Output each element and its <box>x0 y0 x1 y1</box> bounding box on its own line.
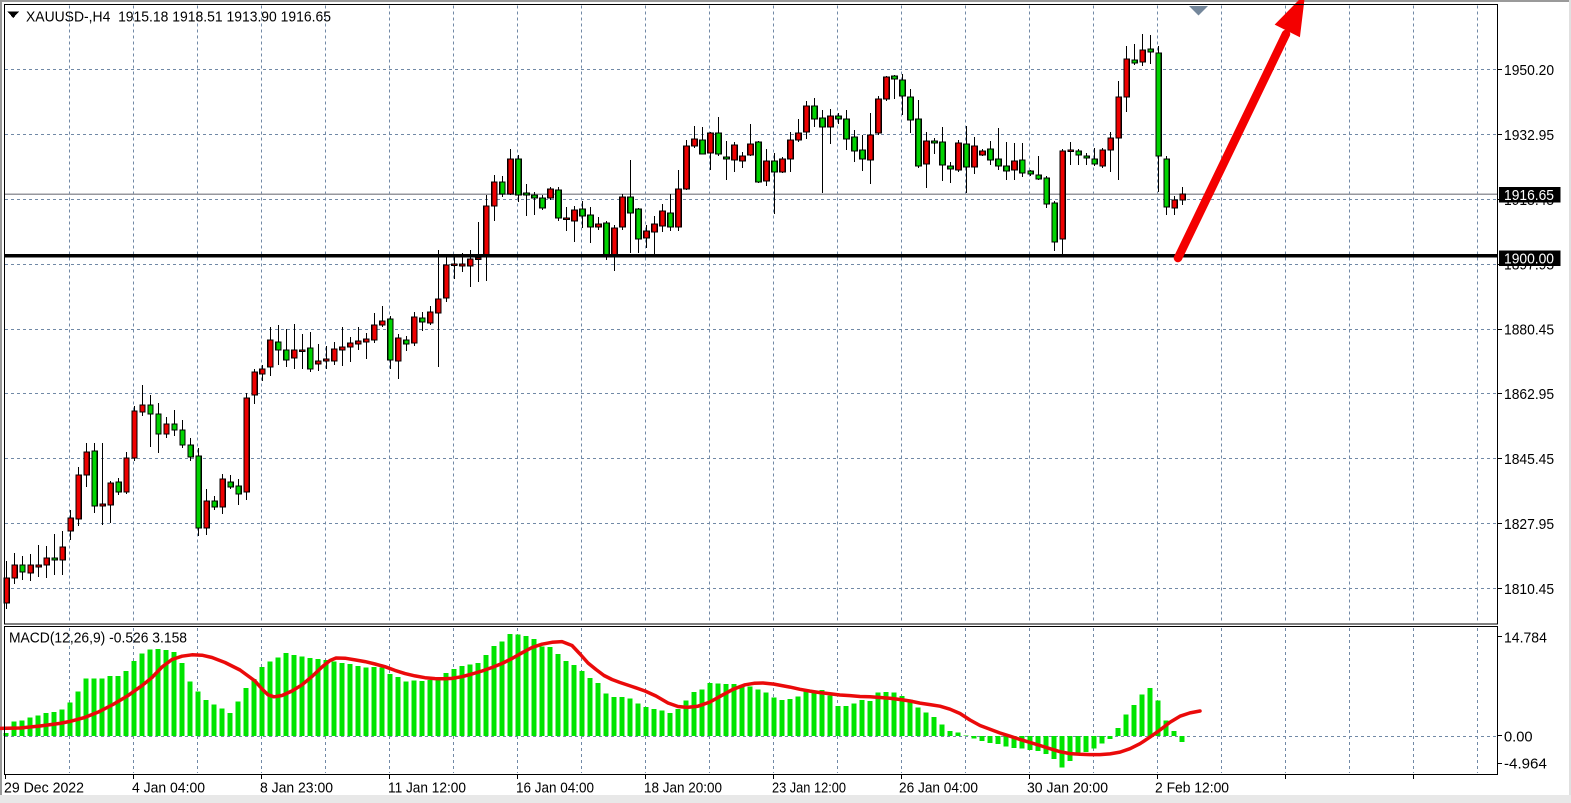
svg-text:4 Jan 04:00: 4 Jan 04:00 <box>132 780 205 797</box>
svg-text:-4.964: -4.964 <box>1504 755 1547 772</box>
svg-text:30 Jan 20:00: 30 Jan 20:00 <box>1027 780 1108 797</box>
svg-text:23 Jan 12:00: 23 Jan 12:00 <box>772 780 846 797</box>
svg-text:2 Feb 12:00: 2 Feb 12:00 <box>1155 780 1229 797</box>
svg-text:18 Jan 20:00: 18 Jan 20:00 <box>644 780 722 797</box>
svg-text:11 Jan 12:00: 11 Jan 12:00 <box>388 780 466 797</box>
svg-text:26 Jan 04:00: 26 Jan 04:00 <box>899 780 978 797</box>
svg-text:XAUUSD-,H4 1915.18 1918.51 19: XAUUSD-,H4 1915.18 1918.51 1913.90 1916.… <box>26 8 331 25</box>
svg-text:16 Jan 04:00: 16 Jan 04:00 <box>516 780 594 797</box>
svg-text:MACD(12,26,9) -0.526 3.158: MACD(12,26,9) -0.526 3.158 <box>9 630 187 647</box>
svg-text:1880.45: 1880.45 <box>1504 321 1554 338</box>
svg-text:29 Dec 2022: 29 Dec 2022 <box>4 780 84 797</box>
svg-text:1900.00: 1900.00 <box>1504 250 1554 267</box>
svg-text:1950.20: 1950.20 <box>1504 62 1554 79</box>
svg-text:0.00: 0.00 <box>1504 728 1533 745</box>
svg-text:1827.95: 1827.95 <box>1504 516 1554 533</box>
svg-text:1810.45: 1810.45 <box>1504 581 1554 598</box>
svg-text:1916.65: 1916.65 <box>1504 187 1554 204</box>
svg-text:1862.95: 1862.95 <box>1504 386 1554 403</box>
svg-text:8 Jan 23:00: 8 Jan 23:00 <box>260 780 333 797</box>
svg-text:14.784: 14.784 <box>1504 629 1547 646</box>
svg-text:1932.95: 1932.95 <box>1504 127 1554 144</box>
svg-text:1845.45: 1845.45 <box>1504 451 1554 468</box>
